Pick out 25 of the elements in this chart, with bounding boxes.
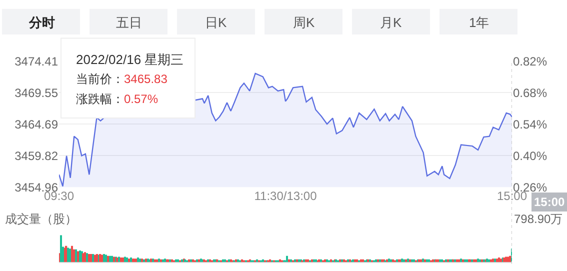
text: 周K xyxy=(293,15,315,30)
x-tick-label: 11:30/13:00 xyxy=(254,189,318,204)
bar xyxy=(69,248,71,262)
text: 1年 xyxy=(469,15,490,30)
y2-tick-label: 0.40% xyxy=(513,148,548,163)
annotation: 涨跌幅：0.57% xyxy=(76,92,158,106)
y-tick-label: 3464.69 xyxy=(14,117,58,132)
y-tick-label: 3469.55 xyxy=(14,86,58,100)
text: 日K xyxy=(205,15,227,30)
text: 分时 xyxy=(28,15,55,30)
bar xyxy=(286,256,288,262)
y-axis-title: 成交量（股） xyxy=(5,212,77,226)
text: 798.90万 xyxy=(514,212,563,226)
y2-tick-label: 0.68% xyxy=(513,86,548,100)
bar xyxy=(60,235,62,262)
y2-tick-label: 0.82% xyxy=(513,54,548,68)
annotation: 当前价：3465.83 xyxy=(76,72,168,86)
y-tick-label: 3474.41 xyxy=(14,54,58,68)
text: 五日 xyxy=(116,15,142,30)
bar xyxy=(71,246,73,262)
y-tick-label: 3459.82 xyxy=(14,148,58,163)
bar xyxy=(509,256,511,262)
annotation: 2022/02/16 星期三 xyxy=(76,52,184,67)
y2-tick-label: 0.54% xyxy=(513,117,548,132)
text: 月K xyxy=(380,15,402,30)
